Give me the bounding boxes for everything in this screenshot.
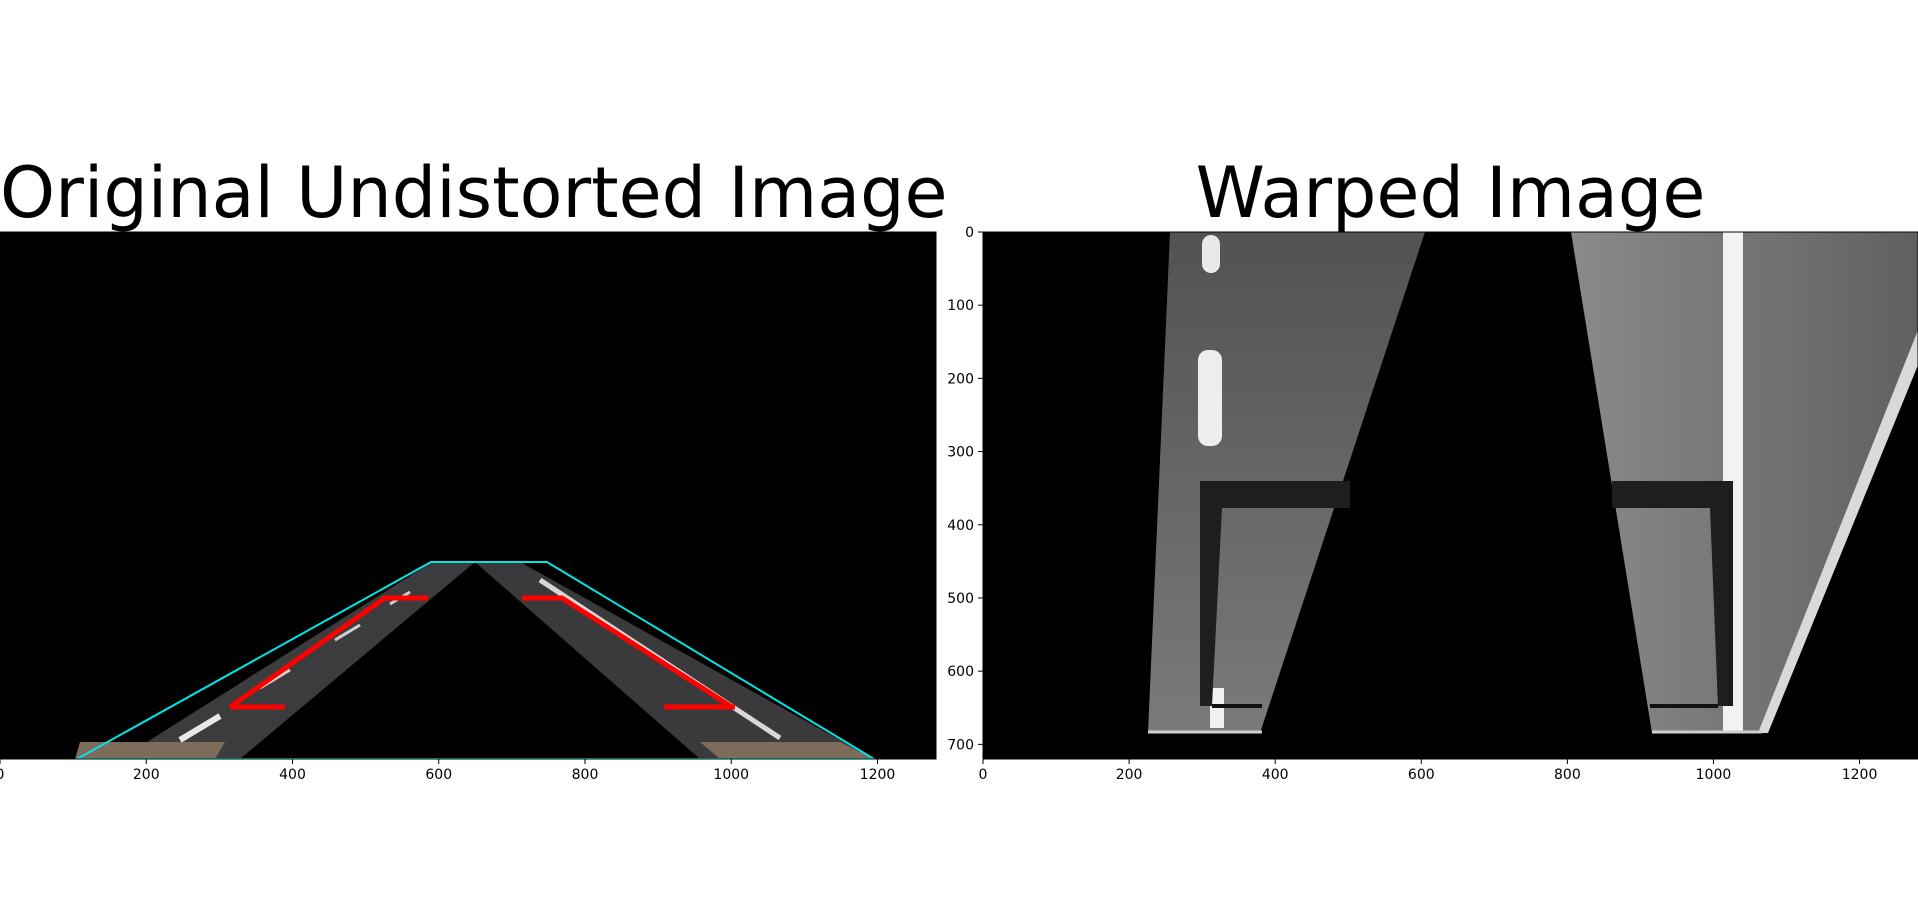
right-road-wedge (475, 562, 874, 759)
right-y-tick-label: 500 (947, 591, 974, 607)
warped-right-edge (1758, 330, 1918, 733)
right-y-axis: 0 100 200 300 400 500 600 700 (947, 225, 983, 753)
right-x-tick-label: 200 (1116, 767, 1143, 783)
right-y-tick-label: 700 (947, 737, 974, 753)
left-panel-title: Original Undistorted Image (0, 152, 948, 234)
warped-marker-right (1612, 481, 1733, 706)
red-marker (522, 595, 734, 710)
right-y-tick-label: 300 (947, 445, 974, 461)
left-x-tick-label: 800 (572, 767, 599, 783)
right-y-tick-label: 100 (947, 298, 974, 314)
warped-left-dash (1198, 350, 1222, 446)
left-lane-dash (178, 713, 222, 743)
left-x-axis: 0 200 400 600 800 1000 1200 (0, 759, 895, 783)
left-axes-frame (0, 231, 937, 760)
right-x-axis: 0 200 400 600 800 1000 1200 (979, 759, 1878, 783)
left-ground-patch (75, 742, 225, 759)
warped-right-road (1571, 232, 1918, 733)
left-x-tick-label: 1000 (713, 767, 749, 783)
left-x-tick-label: 0 (0, 767, 4, 783)
left-x-tick-label: 400 (279, 767, 306, 783)
right-x-tick-label: 1000 (1696, 767, 1732, 783)
warped-left-dash (1202, 235, 1220, 273)
right-ground-patch (700, 742, 874, 759)
right-y-tick-label: 0 (965, 225, 974, 241)
right-y-tick-label: 400 (947, 518, 974, 534)
right-x-tick-label: 1200 (1842, 767, 1878, 783)
left-x-tick-label: 200 (133, 767, 160, 783)
left-x-tick-label: 1200 (860, 767, 896, 783)
right-y-tick-label: 600 (947, 664, 974, 680)
right-x-tick-label: 400 (1262, 767, 1289, 783)
source-polygon (74, 561, 876, 759)
right-panel-title: Warped Image (1195, 152, 1706, 234)
warped-marker-left (1200, 481, 1350, 706)
left-lane-dash (334, 623, 361, 642)
right-axes-frame (982, 231, 1918, 760)
left-x-tick-label: 600 (425, 767, 452, 783)
red-marker (228, 595, 428, 710)
right-x-tick-label: 600 (1408, 767, 1435, 783)
right-x-tick-label: 0 (979, 767, 988, 783)
left-image-axes (0, 231, 937, 760)
right-image-axes (982, 231, 1918, 760)
left-image-background (0, 232, 936, 759)
right-x-tick-label: 800 (1554, 767, 1581, 783)
right-y-tick-label: 200 (947, 371, 974, 387)
